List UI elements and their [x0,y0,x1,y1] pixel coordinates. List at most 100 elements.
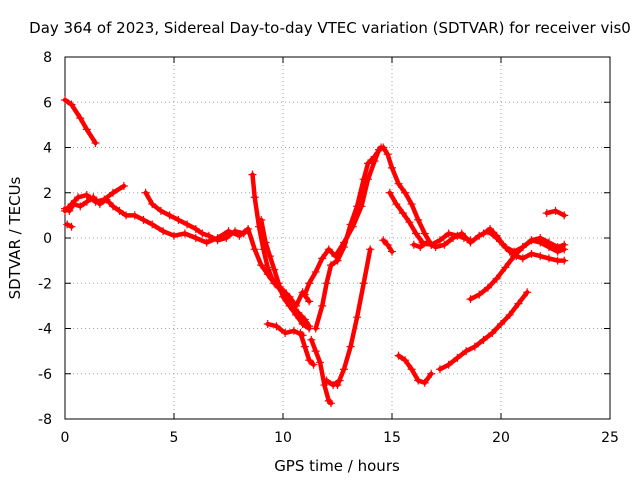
series-s3-point-10 [122,211,131,220]
series-s19-point-4 [420,378,429,387]
series-s21-point-9 [544,238,553,247]
chart-title: Day 364 of 2023, Sidereal Day-to-day VTE… [29,19,631,37]
series-s3-point-16 [180,229,189,238]
series-s21-point-5 [510,252,519,261]
series-s11-point-8 [359,175,368,184]
series-s11-trace [313,145,384,331]
y-axis-label: SDTVAR / TECUs [6,176,24,299]
series-s5-point-12 [239,229,248,238]
series-s5-point-0 [141,188,150,197]
y-tick-label-7: 6 [43,95,52,111]
series-s3-point-2 [69,200,78,209]
series-s8-point-2 [281,329,290,338]
series-s14-point-2 [346,342,355,351]
series-s14-point-0 [333,381,342,390]
series-s21-point-10 [553,243,562,252]
series-s19-point-3 [414,376,423,385]
series-s5-point-4 [174,215,183,224]
series-s15-point-1 [383,240,392,249]
series-s20-point-5 [479,335,488,344]
series-s5-point-9 [213,236,222,245]
series-s18-point-11 [560,256,569,265]
series-s12-point-1 [311,347,320,356]
series-s10-point-2 [311,267,320,276]
series-s5-trace [143,190,247,243]
series-s17-point-4 [440,240,449,249]
series-s6-point-5 [268,274,277,283]
series-s18-point-9 [544,254,553,263]
series-s21-point-1 [475,290,484,299]
series-s3-point-13 [148,220,157,229]
series-s17-point-5 [449,234,458,242]
series-s11-point-0 [311,324,320,333]
series-s11-point-2 [322,279,331,288]
y-tick-label-4: 0 [43,231,52,247]
series-s5-point-6 [191,224,200,233]
series-s18-point-8 [536,252,545,261]
series-s14-point-5 [366,245,375,254]
series-s18-point-1 [486,224,495,233]
series-s20-point-6 [488,329,497,338]
series-s12-point-0 [307,335,316,344]
series-s3-point-14 [159,227,168,236]
series-s21-trace [468,235,567,302]
series-s17-point-3 [431,243,440,252]
series-s11-point-5 [340,243,349,252]
series-s10-point-19 [420,229,429,238]
series-s21-point-4 [501,263,510,272]
series-s20-point-3 [462,347,471,356]
series-s16-point-7 [435,236,444,245]
series-s11-point-3 [326,261,335,270]
grid-layer [65,57,610,419]
series-s19-trace [396,353,434,386]
series-s18-point-7 [527,249,536,258]
series-s2-point-3 [82,191,91,200]
x-tick-label-1: 5 [170,430,179,446]
series-s18-point-2 [492,231,501,240]
series-s10-point-3 [318,254,327,263]
series-s3-point-31 [305,297,314,306]
series-s22-point-2 [560,211,569,220]
y-tick-label-2: -4 [38,322,52,338]
series-s21-point-7 [527,236,536,245]
series-s21-point-6 [518,243,527,252]
series-s3-point-1 [65,206,74,215]
series-s20-point-8 [505,310,514,319]
series-s14-point-4 [359,279,368,288]
series-s6-point-10 [300,315,309,324]
series-s7-point-0 [257,215,266,224]
series-s19-point-1 [401,356,410,365]
series-s8-point-1 [272,322,281,331]
series-s19-point-0 [394,351,403,360]
series-s15-point-0 [379,236,388,245]
series-s3-point-22 [244,224,253,233]
series-s16-point-3 [405,218,414,227]
series-s3-point-23 [250,245,259,254]
series-s2-point-2 [74,193,83,202]
series-s3-point-7 [102,195,111,204]
series-s17-point-1 [416,243,425,252]
x-tick-label-0: 0 [61,430,70,446]
series-s7-point-4 [274,279,283,288]
series-s9-trace [298,330,316,367]
series-s5-point-2 [156,206,165,215]
series-s19-point-5 [427,369,436,378]
y-tick-label-5: 2 [43,186,52,202]
series-s3-point-12 [139,215,148,224]
series-s20-point-1 [444,360,453,369]
series-s9-point-3 [309,360,318,369]
series-s3-point-4 [82,197,91,206]
series-s21-point-8 [536,234,545,242]
series-s11-point-9 [364,159,373,168]
series-s12-point-5 [326,399,335,408]
series-s1-point-1 [67,100,76,109]
x-tick-label-2: 10 [274,430,292,446]
series-s13-point-0 [322,376,331,385]
series-s20-point-7 [497,319,505,328]
series-s11-point-4 [333,256,342,265]
series-s3-point-18 [202,238,211,247]
series-s2-point-6 [108,188,117,197]
series-s1-point-3 [82,125,91,134]
series-s16-point-0 [385,188,394,197]
series-s10-point-4 [324,245,333,254]
